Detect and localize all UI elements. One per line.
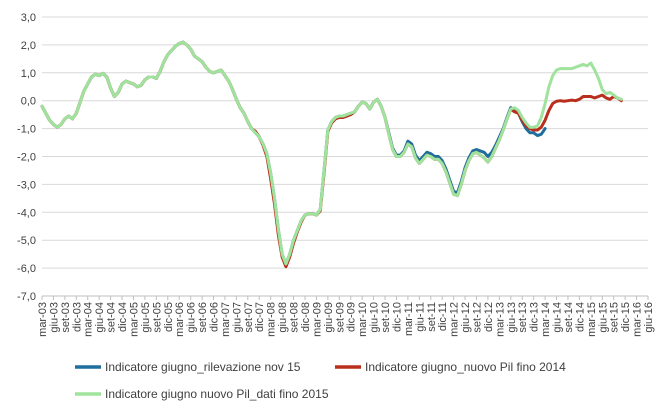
y-tick-label: -6,0 bbox=[17, 263, 36, 275]
x-tick-label: set-08 bbox=[289, 302, 301, 333]
y-tick-label: -7,0 bbox=[17, 291, 36, 303]
y-tick-label: -4,0 bbox=[17, 207, 36, 219]
x-tick-label: giu-07 bbox=[231, 302, 243, 333]
legend-label: Indicatore giugno_rilevazione nov 15 bbox=[105, 360, 301, 374]
x-tick-label: giu-11 bbox=[414, 302, 426, 332]
x-tick-label: mar-09 bbox=[311, 302, 323, 337]
x-tick-label: set-03 bbox=[60, 302, 72, 333]
x-tick-label: mar-03 bbox=[37, 302, 49, 337]
legend-label: Indicatore giugno_nuovo Pil fino 2014 bbox=[365, 360, 566, 374]
x-tick-label: giu-12 bbox=[460, 302, 472, 333]
series-line-1 bbox=[40, 40, 547, 266]
x-tick-label: mar-05 bbox=[128, 302, 140, 337]
x-tick-label: giu-14 bbox=[552, 302, 564, 333]
x-axis: mar-03 giu-03 set-03 dic-03 mar-04 giu-04 set-… bbox=[37, 295, 655, 337]
x-tick-label: giu-13 bbox=[506, 302, 518, 333]
x-tick-label: dic-13 bbox=[529, 302, 541, 332]
x-tick-label: set-15 bbox=[609, 302, 621, 333]
x-tick-label: mar-07 bbox=[220, 302, 232, 337]
x-tick-label: giu-05 bbox=[140, 302, 152, 333]
x-tick-label: mar-08 bbox=[266, 302, 278, 337]
x-tick-label: dic-10 bbox=[391, 302, 403, 332]
x-tick-label: giu-10 bbox=[369, 302, 381, 333]
x-tick-label: set-05 bbox=[151, 302, 163, 333]
x-tick-label: dic-15 bbox=[620, 302, 632, 332]
gridlines bbox=[42, 16, 648, 297]
x-tick-label: set-07 bbox=[243, 302, 255, 333]
x-tick-label: set-14 bbox=[563, 302, 575, 333]
x-tick-label: dic-12 bbox=[483, 302, 495, 332]
y-axis: 3,0 2,0 1,0 0,0 -1,0 -2,0 -3,0 -4,0 -5,0 -6,0 -7,0 bbox=[17, 12, 36, 303]
y-tick-label: 0,0 bbox=[21, 96, 36, 108]
x-tick-label: giu-15 bbox=[597, 302, 609, 333]
y-tick-label: 1,0 bbox=[21, 68, 36, 80]
y-tick-label: 2,0 bbox=[21, 40, 36, 52]
x-tick-label: dic-04 bbox=[117, 302, 129, 332]
x-tick-label: giu-16 bbox=[643, 302, 655, 333]
x-tick-label: giu-09 bbox=[323, 302, 335, 333]
x-tick-label: set-04 bbox=[106, 302, 118, 333]
x-tick-label: set-09 bbox=[334, 302, 346, 333]
x-tick-label: set-06 bbox=[197, 302, 209, 333]
x-tick-label: dic-07 bbox=[254, 302, 266, 332]
x-tick-label: mar-04 bbox=[83, 302, 95, 337]
y-tick-label: 3,0 bbox=[21, 12, 36, 24]
x-tick-label: giu-08 bbox=[277, 302, 289, 333]
x-tick-label: giu-04 bbox=[94, 302, 106, 333]
x-tick-label: dic-05 bbox=[163, 302, 175, 332]
x-tick-label: mar-16 bbox=[632, 302, 644, 337]
x-tick-label: mar-12 bbox=[449, 302, 461, 337]
y-tick-label: -3,0 bbox=[17, 179, 36, 191]
x-tick-label: giu-03 bbox=[48, 302, 60, 333]
x-tick-label: dic-08 bbox=[300, 302, 312, 332]
x-tick-label: dic-03 bbox=[71, 302, 83, 332]
y-tick-label: -2,0 bbox=[17, 152, 36, 164]
legend-label: Indicatore giugno nuovo Pil_dati fino 20… bbox=[105, 387, 329, 401]
x-tick-label: set-13 bbox=[517, 302, 529, 333]
x-tick-label: mar-14 bbox=[540, 302, 552, 337]
series-line-2 bbox=[40, 40, 623, 269]
y-tick-label: -5,0 bbox=[17, 235, 36, 247]
legend: Indicatore giugno_rilevazione nov 15 Indi… bbox=[75, 360, 566, 401]
series-lines bbox=[40, 40, 623, 269]
x-tick-label: set-12 bbox=[471, 302, 483, 333]
x-tick-label: mar-15 bbox=[586, 302, 598, 337]
x-tick-label: mar-06 bbox=[174, 302, 186, 337]
series-line-3 bbox=[40, 40, 623, 266]
x-tick-label: giu-06 bbox=[186, 302, 198, 333]
x-tick-label: dic-06 bbox=[209, 302, 221, 332]
x-tick-label: set-11 bbox=[426, 302, 438, 332]
y-tick-label: -1,0 bbox=[17, 124, 36, 136]
x-tick-label: set-10 bbox=[380, 302, 392, 333]
x-tick-label: mar-11 bbox=[403, 302, 415, 336]
x-tick-label: mar-10 bbox=[357, 302, 369, 337]
x-tick-label: dic-09 bbox=[346, 302, 358, 332]
x-tick-label: dic-11 bbox=[437, 302, 449, 331]
x-tick-label: mar-13 bbox=[494, 302, 506, 337]
x-tick-label: dic-14 bbox=[574, 302, 586, 332]
